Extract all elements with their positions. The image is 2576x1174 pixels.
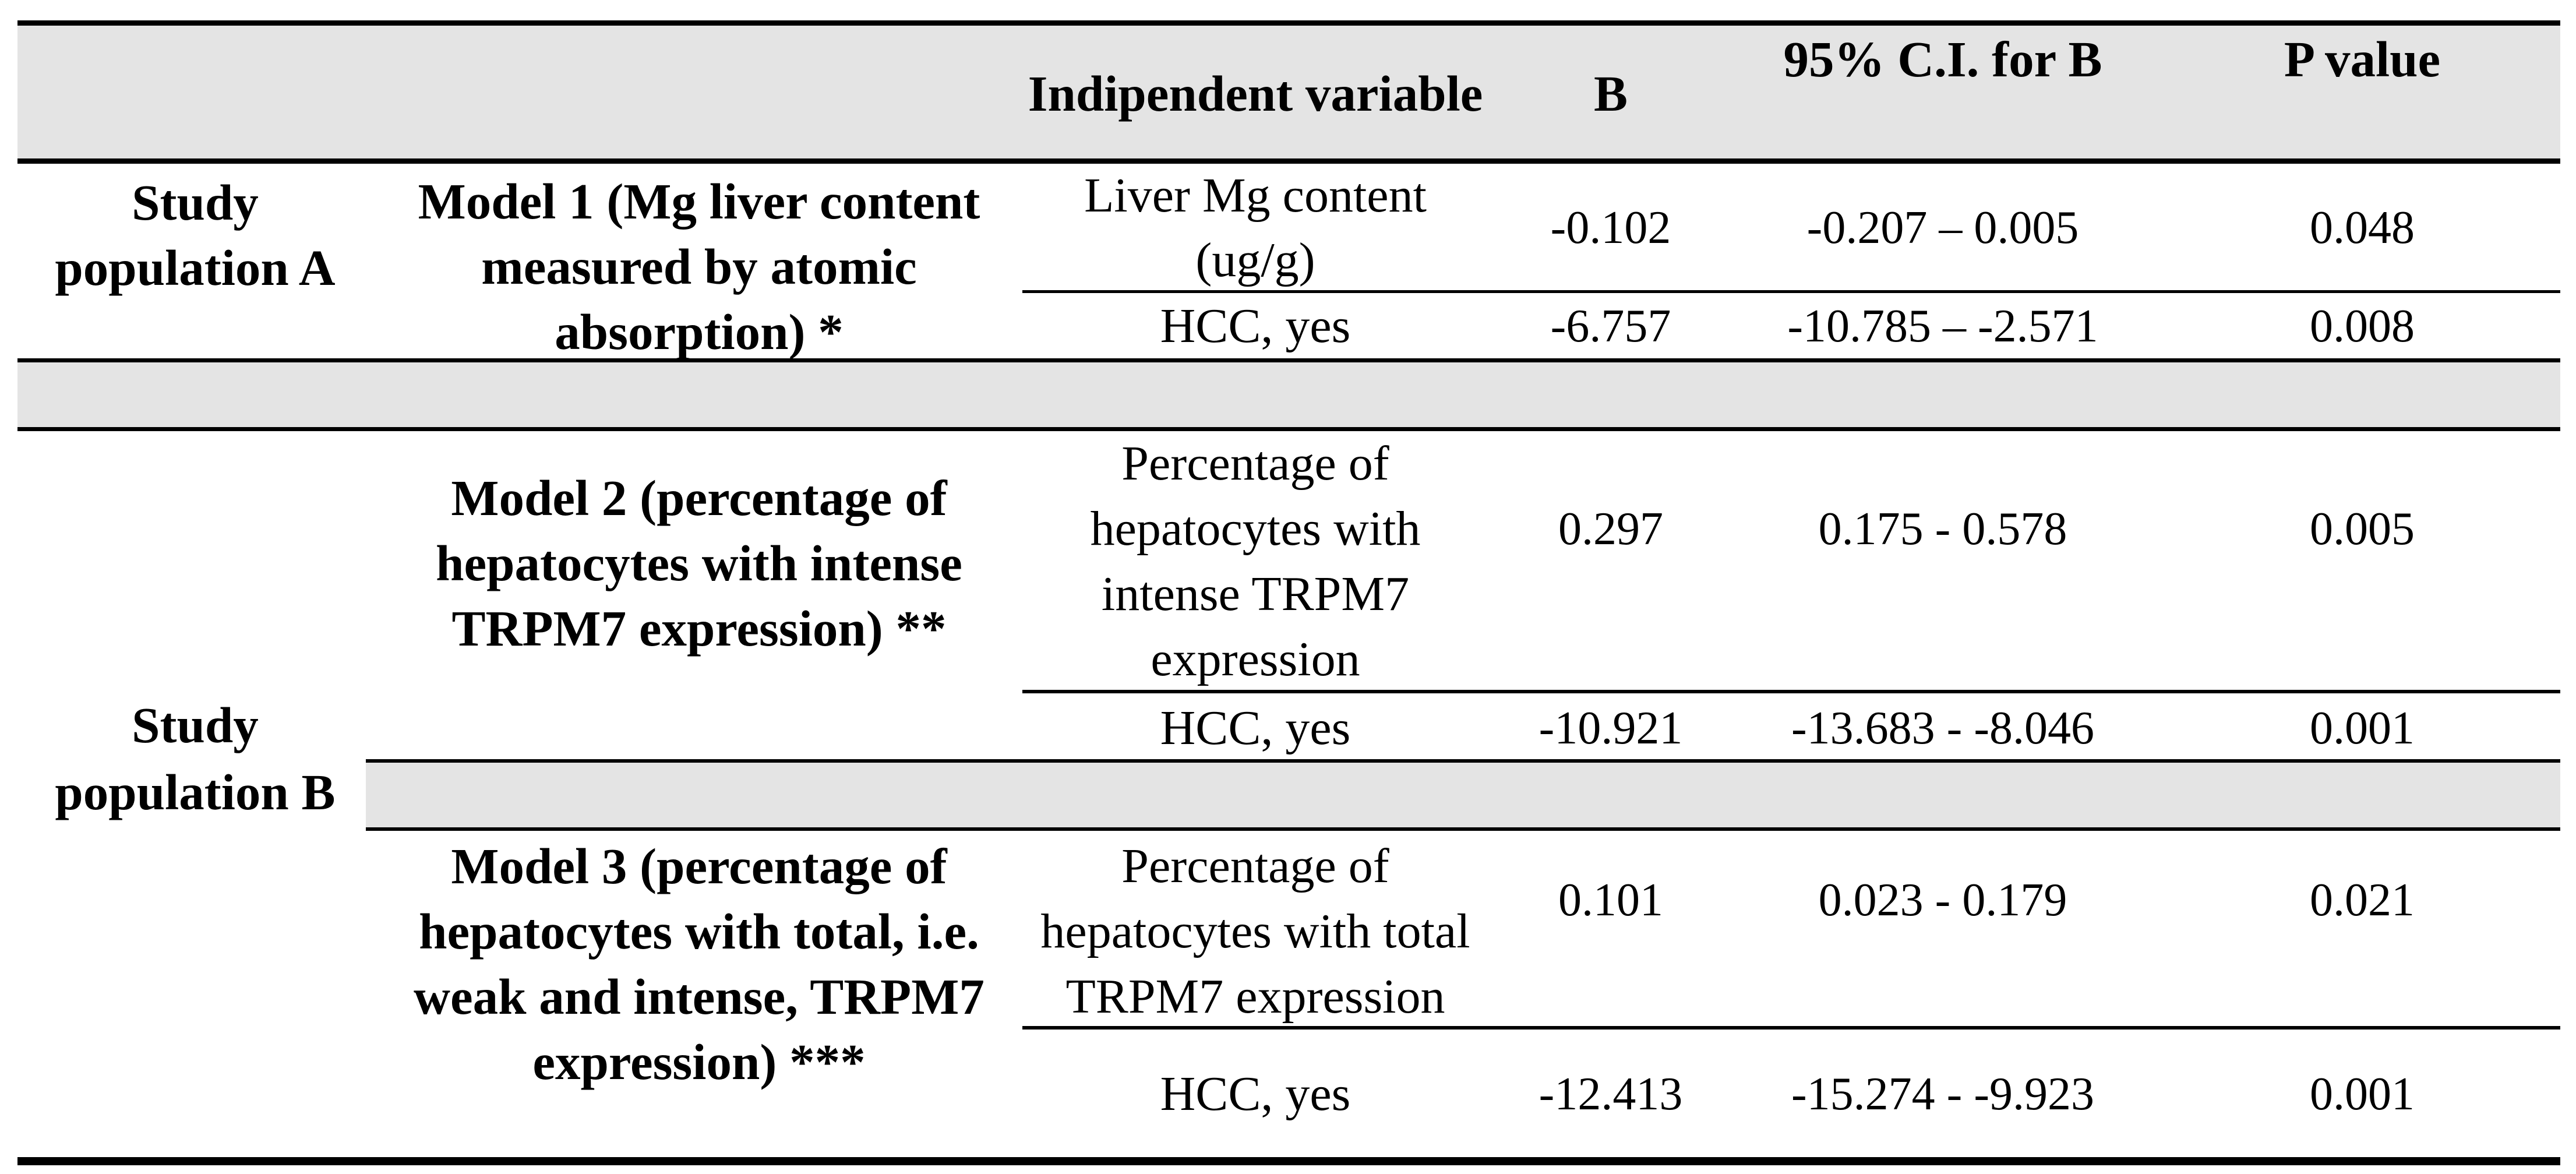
model2-row1-p-value: 0.005 — [2310, 503, 2415, 555]
header-p-value: P value — [2284, 31, 2441, 87]
model1-row2-variable: HCC, yes — [1160, 299, 1351, 353]
model2-label-line2: hepatocytes with intense — [436, 535, 962, 591]
model3-row-separator-rule — [1022, 1026, 2560, 1030]
model2-row1-variable-line1: Percentage of — [1121, 436, 1389, 491]
header-bottom-rule — [17, 158, 2560, 164]
model3-row1-variable-line1: Percentage of — [1121, 839, 1389, 893]
header-shaded-band — [17, 26, 2560, 158]
model3-row2-p-value: 0.001 — [2310, 1069, 2415, 1120]
model1-row1-ci-value: -0.207 – 0.005 — [1806, 202, 2079, 253]
model3-row1-ci-value: 0.023 - 0.179 — [1818, 875, 2067, 926]
model2-row2-b-value: -10.921 — [1538, 703, 1683, 754]
model2-row1-ci-value: 0.175 - 0.578 — [1818, 503, 2067, 555]
model2-row-separator-rule — [1022, 690, 2560, 693]
table-bottom-rule — [17, 1157, 2560, 1165]
model2-row1-variable-line2: hepatocytes with — [1090, 502, 1421, 556]
model3-row1-b-value: 0.101 — [1558, 875, 1663, 926]
model2-row2-ci-value: -13.683 - -8.046 — [1791, 703, 2094, 754]
model1-row2-b-value: -6.757 — [1550, 301, 1671, 352]
population-a-label-line2: population A — [55, 239, 336, 296]
model-divider-shaded-band — [366, 763, 2560, 827]
section-b-top-rule — [17, 427, 2560, 431]
model3-row2-ci-value: -15.274 - -9.923 — [1791, 1069, 2094, 1120]
model3-row1-variable-line3: TRPM7 expression — [1065, 969, 1445, 1024]
model2-row2-variable: HCC, yes — [1160, 701, 1351, 755]
model1-row1-b-value: -0.102 — [1550, 202, 1671, 253]
model1-row1-variable-line2: (ug/g) — [1195, 233, 1315, 287]
population-a-label-line1: Study — [132, 174, 259, 231]
model2-label-line3: TRPM7 expression) ** — [451, 600, 947, 657]
model1-row1-p-value: 0.048 — [2310, 202, 2415, 253]
population-b-label-line2: population B — [55, 764, 336, 820]
header-b: B — [1593, 65, 1628, 122]
model2-label-line1: Model 2 (percentage of — [451, 470, 947, 526]
model2-row1-b-value: 0.297 — [1558, 503, 1663, 555]
model1-label-line3: absorption) * — [555, 304, 844, 360]
model1-label-line1: Model 1 (Mg liver content — [418, 173, 980, 230]
model3-row2-b-value: -12.413 — [1538, 1069, 1683, 1120]
model3-label-line4: expression) *** — [532, 1034, 866, 1090]
model1-label-line2: measured by atomic — [481, 238, 917, 295]
model3-top-rule — [366, 827, 2560, 831]
model1-row2-ci-value: -10.785 – -2.571 — [1787, 301, 2098, 352]
model1-row1-variable-line1: Liver Mg content — [1084, 168, 1427, 223]
header-independent-variable: Indipendent variable — [1028, 65, 1483, 122]
model3-label-line2: hepatocytes with total, i.e. — [419, 903, 979, 960]
model2-row2-p-value: 0.001 — [2310, 703, 2415, 754]
model2-row1-variable-line3: intense TRPM7 — [1101, 567, 1410, 621]
model2-bottom-rule — [366, 759, 2560, 763]
model2-row1-variable-line4: expression — [1151, 632, 1360, 686]
model1-row-separator-rule — [1022, 290, 2560, 293]
header-ci: 95% C.I. for B — [1783, 31, 2102, 87]
section-a-bottom-rule — [17, 358, 2560, 362]
population-b-label-line1: Study — [132, 697, 259, 753]
model1-row2-p-value: 0.008 — [2310, 301, 2415, 352]
model3-label-line1: Model 3 (percentage of — [451, 838, 947, 894]
model3-row2-variable: HCC, yes — [1160, 1067, 1351, 1121]
section-divider-shaded-band — [17, 362, 2560, 427]
model3-row1-p-value: 0.021 — [2310, 875, 2415, 926]
model3-row1-variable-line2: hepatocytes with total — [1040, 904, 1470, 958]
table-top-rule — [17, 20, 2560, 26]
model3-label-line3: weak and intense, TRPM7 — [414, 968, 984, 1025]
